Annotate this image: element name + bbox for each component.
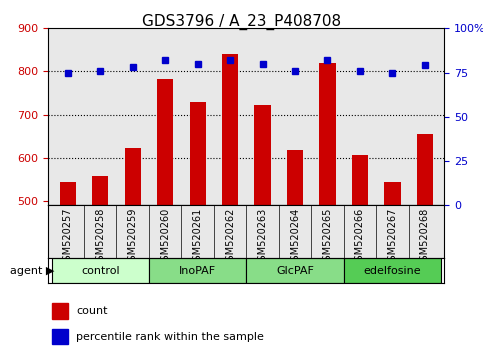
Text: GSM520261: GSM520261 <box>193 208 203 267</box>
Text: GSM520268: GSM520268 <box>420 208 430 267</box>
Text: GSM520267: GSM520267 <box>387 208 398 267</box>
Text: GSM520259: GSM520259 <box>128 208 138 267</box>
Text: GSM520262: GSM520262 <box>225 208 235 267</box>
Text: GSM520258: GSM520258 <box>95 208 105 267</box>
Text: edelfosine: edelfosine <box>364 266 421 276</box>
Text: GSM520264: GSM520264 <box>290 208 300 267</box>
Text: GSM520260: GSM520260 <box>160 208 170 267</box>
FancyBboxPatch shape <box>52 258 149 283</box>
Text: GSM520268: GSM520268 <box>420 208 430 267</box>
Text: GSM520263: GSM520263 <box>257 208 268 267</box>
FancyBboxPatch shape <box>149 258 246 283</box>
Text: GSM520265: GSM520265 <box>323 208 332 267</box>
FancyBboxPatch shape <box>246 258 344 283</box>
Bar <box>52 303 68 319</box>
Text: GSM520259: GSM520259 <box>128 208 138 267</box>
Text: GSM520257: GSM520257 <box>63 208 73 268</box>
Text: GSM520265: GSM520265 <box>323 208 332 267</box>
Bar <box>125 148 141 205</box>
Text: GSM520264: GSM520264 <box>290 208 300 267</box>
Text: GSM520267: GSM520267 <box>387 208 398 267</box>
Text: GSM520266: GSM520266 <box>355 208 365 267</box>
Bar <box>384 182 400 205</box>
Text: GlcPAF: GlcPAF <box>276 266 314 276</box>
Bar <box>255 105 270 205</box>
FancyBboxPatch shape <box>344 258 441 283</box>
Text: GSM520263: GSM520263 <box>257 208 268 267</box>
Bar <box>92 176 108 205</box>
Text: GSM520260: GSM520260 <box>160 208 170 267</box>
Text: GSM520257: GSM520257 <box>63 208 73 268</box>
Bar <box>352 155 368 205</box>
Text: GSM520266: GSM520266 <box>355 208 365 267</box>
Text: count: count <box>76 306 108 316</box>
Text: GSM520258: GSM520258 <box>95 208 105 267</box>
Bar <box>287 150 303 205</box>
Bar <box>60 182 76 205</box>
Text: agent ▶: agent ▶ <box>10 266 54 276</box>
Bar <box>222 54 238 205</box>
Text: GSM520261: GSM520261 <box>193 208 203 267</box>
Text: percentile rank within the sample: percentile rank within the sample <box>76 332 264 342</box>
Bar <box>189 102 206 205</box>
Bar <box>157 79 173 205</box>
Text: GSM520262: GSM520262 <box>225 208 235 267</box>
Bar <box>417 134 433 205</box>
Text: control: control <box>81 266 120 276</box>
Bar <box>319 63 336 205</box>
Bar <box>52 329 68 344</box>
Text: InoPAF: InoPAF <box>179 266 216 276</box>
Text: GDS3796 / A_23_P408708: GDS3796 / A_23_P408708 <box>142 14 341 30</box>
